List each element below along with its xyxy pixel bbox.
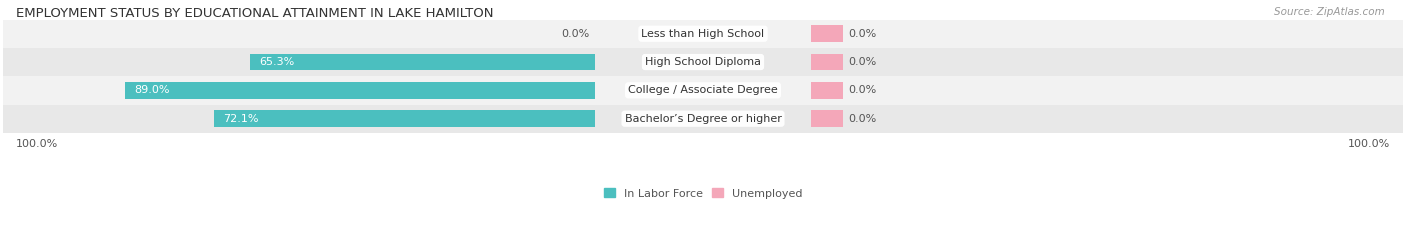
Bar bbox=[3, 76, 1403, 105]
Text: 100.0%: 100.0% bbox=[1348, 139, 1391, 148]
Bar bbox=[3, 48, 1403, 76]
Bar bbox=[125, 82, 595, 99]
Text: 0.0%: 0.0% bbox=[848, 29, 876, 39]
Bar bbox=[214, 110, 595, 127]
Text: Less than High School: Less than High School bbox=[641, 29, 765, 39]
Text: High School Diploma: High School Diploma bbox=[645, 57, 761, 67]
Bar bbox=[811, 25, 844, 42]
Text: 0.0%: 0.0% bbox=[848, 85, 876, 95]
Bar bbox=[811, 82, 844, 99]
Text: Bachelor’s Degree or higher: Bachelor’s Degree or higher bbox=[624, 114, 782, 124]
Text: Source: ZipAtlas.com: Source: ZipAtlas.com bbox=[1274, 7, 1385, 17]
Text: 0.0%: 0.0% bbox=[561, 29, 589, 39]
Text: 0.0%: 0.0% bbox=[848, 57, 876, 67]
Text: EMPLOYMENT STATUS BY EDUCATIONAL ATTAINMENT IN LAKE HAMILTON: EMPLOYMENT STATUS BY EDUCATIONAL ATTAINM… bbox=[15, 7, 494, 20]
Text: 100.0%: 100.0% bbox=[15, 139, 58, 148]
Bar bbox=[250, 54, 595, 70]
Bar bbox=[811, 110, 844, 127]
Bar bbox=[3, 20, 1403, 48]
Text: 0.0%: 0.0% bbox=[848, 114, 876, 124]
Bar bbox=[811, 54, 844, 70]
Bar bbox=[3, 105, 1403, 133]
Text: 65.3%: 65.3% bbox=[259, 57, 295, 67]
Text: College / Associate Degree: College / Associate Degree bbox=[628, 85, 778, 95]
Text: 89.0%: 89.0% bbox=[134, 85, 170, 95]
Text: 72.1%: 72.1% bbox=[224, 114, 259, 124]
Legend: In Labor Force, Unemployed: In Labor Force, Unemployed bbox=[603, 188, 803, 199]
